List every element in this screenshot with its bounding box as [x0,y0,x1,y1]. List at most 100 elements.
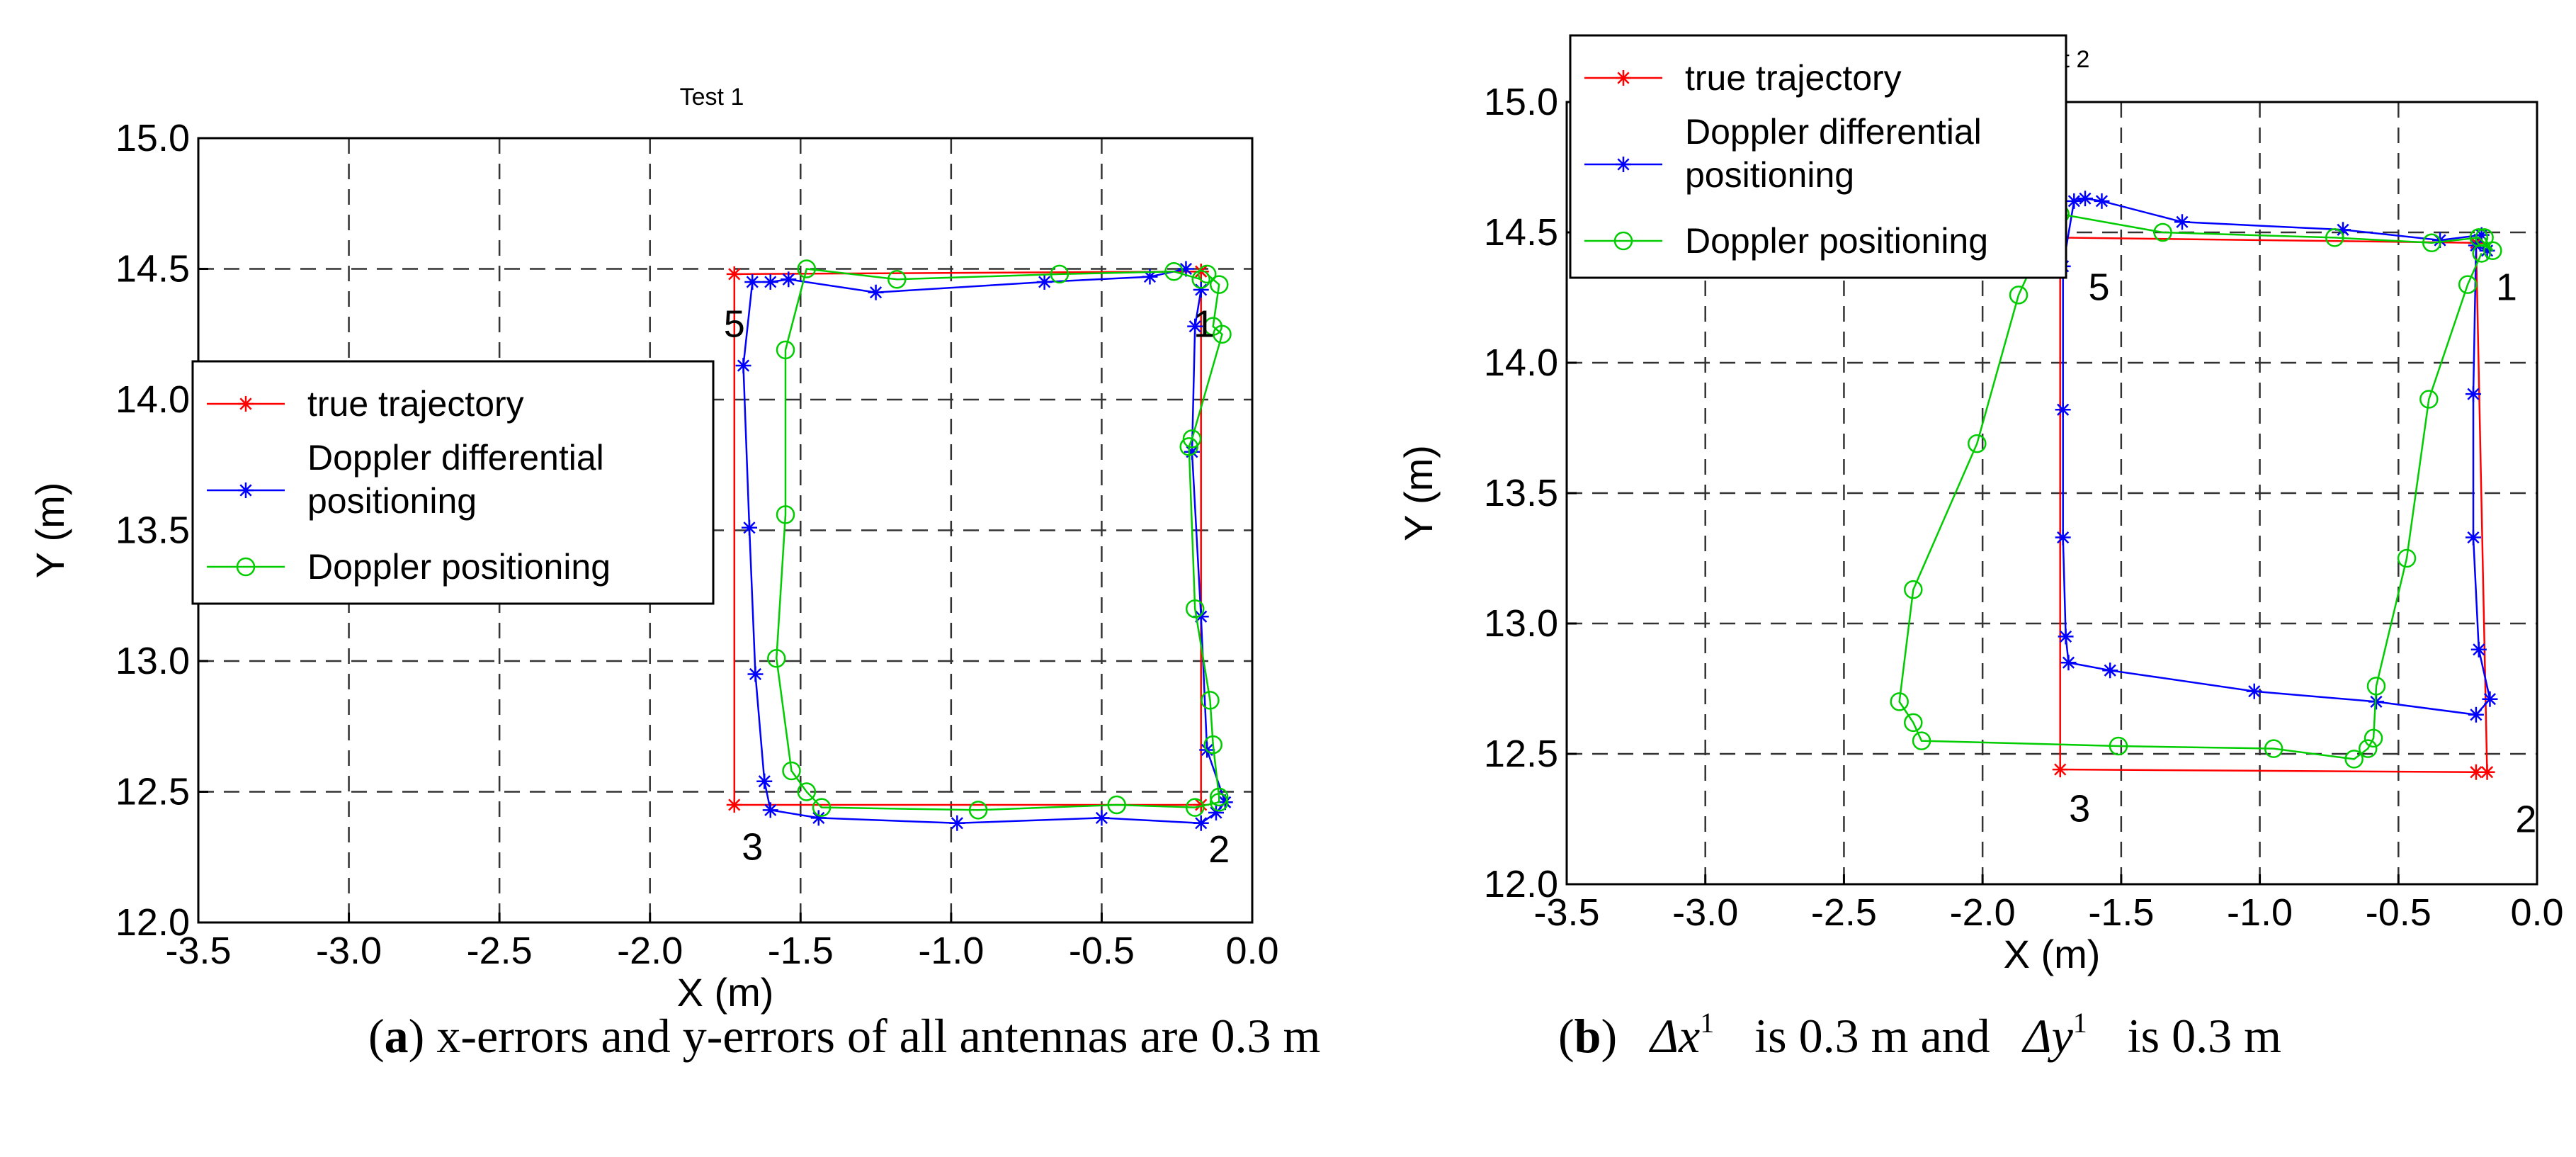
p2-series-3-point [2475,228,2494,247]
p1-corner-label-3: 3 [742,825,763,868]
p1-series-3-point [1185,798,1205,817]
p2-series-2-point-stroke [2467,531,2480,544]
caption-b-dx: Δx [1648,1009,1700,1063]
p2-x-tick-label: -2.0 [1950,891,2016,934]
p1-y-tick-label: 12.0 [115,901,190,944]
p1-series-2-point-stroke [812,811,825,824]
p2-series-2-point-stroke [2473,643,2485,656]
p1-series-2-point-stroke [951,817,963,830]
p1-series-2-point-stroke [737,359,750,372]
p1-x-axis-label: X (m) [677,970,774,1015]
p1-series-2-point [747,666,764,682]
caption-b-dx-sup: 1 [1700,1007,1714,1039]
chart-panel-test-1: -3.5 -3.0 -2.5 -2.0 -1.5 -1.0 -0.5 0.0 12.0 12.5 1… [28,84,1279,1015]
p2-series-2-point [2465,529,2481,546]
p2-x-tick-label: -0.5 [2366,891,2432,934]
p2-x-tick-label: -1.5 [2088,891,2154,934]
p1-x-tick-label: -2.5 [467,930,533,972]
p1-series-3-point [1213,324,1232,344]
p1-x-tick-label: 0.0 [1225,930,1278,972]
p1-series-2-point [735,358,751,374]
p2-series-2-point-stroke [2470,709,2483,721]
p1-series-2-point-stroke [1143,270,1157,283]
p2-y-tick-label: 13.5 [1484,472,1558,514]
p1-series-3-point [1209,787,1229,807]
caption-b-dy: Δy [2021,1009,2074,1063]
p2-series-2-point [2482,691,2498,707]
p1-chart-title: Test 1 [680,84,744,111]
p1-series-2-point-stroke [1038,276,1051,288]
p2-series-3-point [2397,548,2417,568]
p1-x-tick-label: -3.5 [165,930,231,972]
p2-series-3-line [1898,213,2494,760]
p1-series-2-point [810,810,827,826]
p1-y-tick-label: 13.0 [115,640,190,682]
p1-series-3-point [968,801,988,820]
p1-series-2-point [756,773,773,789]
p1-series-2-point-stroke [764,276,777,288]
p1-x-tick-label: -0.5 [1069,930,1135,972]
p2-series-3-point [2153,222,2172,242]
p1-y-tick-label: 12.5 [115,771,190,813]
p1-series-1-point-stroke [728,798,741,811]
p1-series-3-point [1209,793,1229,812]
p2-series-3-point [2344,750,2364,769]
p2-y-tick-label: 13.0 [1484,602,1558,645]
p1-legend-marker-1 [238,396,254,412]
p1-x-tick-label: -3.0 [316,930,382,972]
p2-x-tick-label: -3.0 [1672,891,1738,934]
p2-y-tick-label: 14.0 [1484,342,1558,384]
p1-series-2-point-stroke [749,667,762,681]
p2-series-3-point [2264,739,2283,758]
p1-legend-label-3: Doppler positioning [307,547,611,587]
p1-legend-box [191,360,715,605]
p1-series-2-point [1142,269,1158,285]
p2-legend-label-2: positioning [1685,155,1854,195]
caption-b: (b) Δx1 is 0.3 m and Δy1 is 0.3 m [1558,989,2281,1063]
p2-series-3-point [2325,228,2344,247]
caption-a-label: a [385,1009,409,1063]
p1-y-tick-label: 13.5 [115,509,190,552]
p2-series-3-point [2422,233,2441,252]
p1-series-3-point [1179,437,1198,456]
p2-series-3-point [1968,434,1987,453]
p1-legend-label-2: positioning [307,481,477,521]
p2-legend-marker-1-stroke [1617,72,1630,84]
p2-legend-label-3: Doppler positioning [1685,221,1988,261]
p1-series-3-point [767,649,786,668]
p2-series-2-point-stroke [2337,223,2349,236]
caption-b-dy-sup: 1 [2073,1007,2087,1039]
p2-series-2-point [2465,386,2481,402]
p1-corner-label-2: 2 [1208,828,1230,871]
p1-series-3-point [1203,735,1222,755]
p1-series-1-point [1193,796,1209,813]
p1-y-tick-label: 14.0 [115,378,190,421]
p2-series-2-point [2468,706,2484,723]
p1-series-3-point [1201,691,1220,710]
p1-series-2-point [1208,805,1224,821]
p1-series-3-point [1191,270,1210,289]
p2-series-1-point-stroke [2054,763,2067,776]
p1-series-2-point [781,271,797,288]
p1-series-3-point [1182,429,1202,448]
p2-series-2-point [2470,641,2487,657]
p2-legend-label-1: true trajectory [1685,58,1902,98]
p2-y-tick-label: 15.0 [1484,81,1558,123]
chart-panel-test-2: -3.5 -3.0 -2.5 -2.0 -1.5 -1.0 -0.5 0.0 12.0 12.5 1… [1396,34,2564,976]
p2-corner-label-5: 5 [2089,266,2110,309]
p1-x-tick-label: -1.5 [768,930,834,972]
p2-series-1-point-stroke [2480,766,2494,779]
p1-series-2-point [1094,810,1110,826]
p1-legend: true trajectory Doppler differentialposit… [191,360,715,605]
p2-series-3-point [2366,677,2386,696]
caption-b-label: b [1574,1009,1601,1063]
p2-series-2-point-stroke [2095,195,2109,208]
p2-series-2-point [2066,193,2082,209]
caption-b-mid: is 0.3 m and [1754,1009,1990,1063]
p1-series-3-point [782,761,801,781]
p1-series-2-point-stroke [1188,320,1201,333]
p2-series-2-point [2060,655,2077,671]
p1-series-3-point [776,340,795,360]
p1-series-1-point-stroke [1195,798,1208,811]
p2-series-2-point [2055,529,2071,546]
